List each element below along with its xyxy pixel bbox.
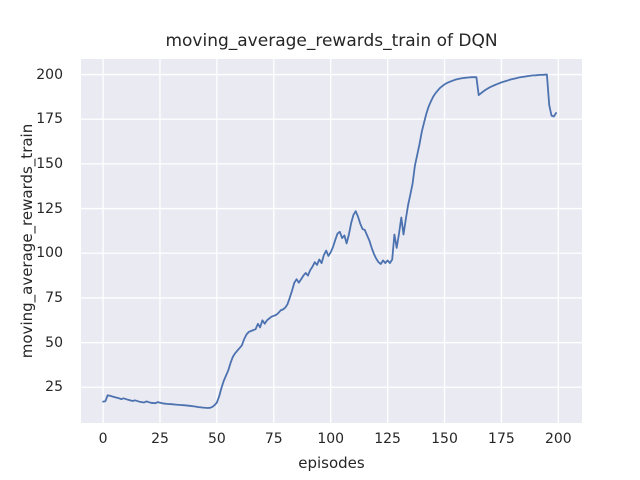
y-tick-label: 25 [45, 379, 63, 396]
y-tick-label: 150 [36, 155, 63, 172]
x-tick-label: 200 [544, 431, 572, 447]
y-tick-label: 75 [45, 289, 63, 306]
y-tick-label: 125 [36, 200, 63, 217]
y-tick-label: 175 [36, 111, 63, 128]
x-tick-label: 25 [151, 431, 169, 447]
plot-area [81, 59, 582, 423]
x-tick-label: 150 [431, 431, 458, 447]
y-tick-label: 50 [45, 334, 63, 351]
x-tick-label: 175 [488, 431, 515, 447]
x-tick-label: 100 [317, 431, 345, 447]
y-tick-label: 100 [36, 245, 63, 262]
x-tick-label: 75 [264, 431, 283, 447]
line-chart-svg [81, 59, 582, 423]
y-tick-label: 200 [36, 66, 63, 83]
x-tick-label: 0 [98, 431, 108, 447]
chart-title: moving_average_rewards_train of DQN [165, 31, 498, 51]
x-axis-label: episodes [298, 454, 365, 472]
x-tick-label: 125 [374, 431, 401, 447]
x-tick-label: 50 [207, 431, 226, 447]
reward-line [102, 73, 558, 409]
